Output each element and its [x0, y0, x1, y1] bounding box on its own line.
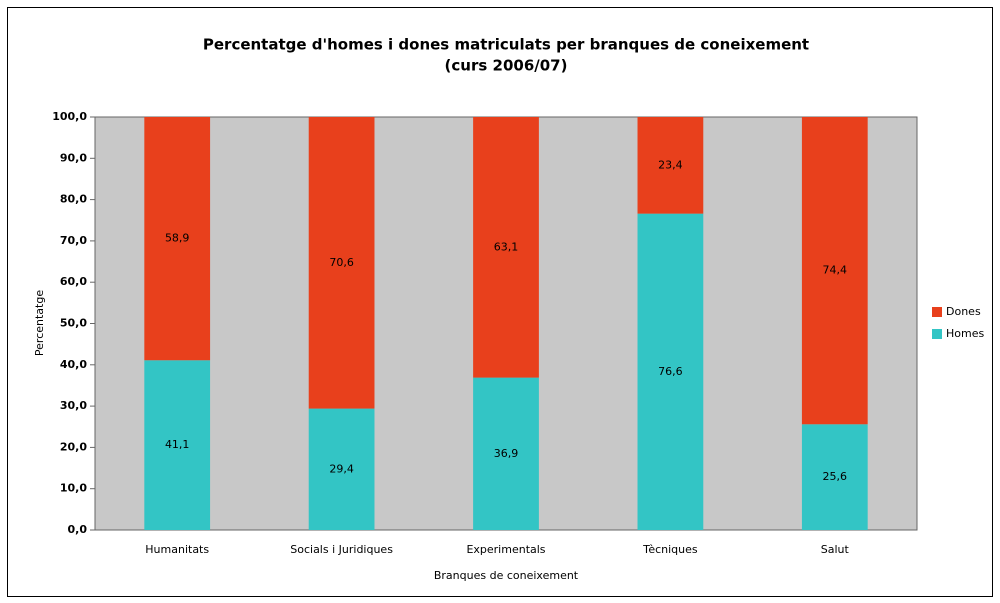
chart-subtitle: (curs 2006/07): [445, 57, 568, 75]
y-tick-label: 100,0: [52, 110, 87, 123]
bar-segment: [144, 360, 211, 530]
legend-label: Homes: [946, 327, 984, 340]
data-label: 63,1: [494, 240, 519, 253]
y-tick-label: 80,0: [60, 193, 87, 206]
y-axis-label: Percentatge: [33, 290, 46, 356]
chart-title: Percentatge d'homes i dones matriculats …: [203, 36, 809, 54]
x-tick-label: Tècniques: [642, 543, 698, 556]
bar-segment: [473, 117, 539, 378]
data-label: 36,9: [494, 447, 519, 460]
x-axis-label: Branques de coneixement: [434, 569, 579, 582]
y-tick-label: 70,0: [60, 234, 87, 247]
bar-segment: [801, 424, 868, 530]
bar-segment: [637, 213, 704, 530]
bar-segment: [308, 117, 375, 409]
x-tick-label: Humanitats: [145, 543, 209, 556]
x-tick-label: Salut: [821, 543, 850, 556]
y-tick-label: 90,0: [60, 151, 87, 164]
y-tick-label: 60,0: [60, 275, 87, 288]
data-label: 25,6: [823, 470, 848, 483]
legend-swatch: [932, 329, 942, 339]
y-tick-label: 30,0: [60, 399, 87, 412]
bar-segment: [637, 117, 704, 214]
bar-segment: [308, 408, 375, 530]
data-label: 23,4: [658, 158, 683, 171]
x-tick-label: Socials i Juridiques: [290, 543, 393, 556]
data-label: 70,6: [329, 256, 354, 269]
y-tick-label: 10,0: [60, 482, 87, 495]
data-label: 29,4: [329, 462, 354, 475]
bar-segment: [144, 117, 211, 361]
bar-segment: [801, 117, 868, 425]
data-label: 74,4: [823, 264, 848, 277]
legend-label: Dones: [946, 305, 981, 318]
data-label: 41,1: [165, 438, 190, 451]
y-tick-label: 20,0: [60, 440, 87, 453]
legend-swatch: [932, 307, 942, 317]
y-tick-label: 40,0: [60, 358, 87, 371]
y-tick-label: 50,0: [60, 317, 87, 330]
bar-segment: [473, 377, 539, 530]
x-tick-label: Experimentals: [466, 543, 545, 556]
data-label: 58,9: [165, 232, 190, 245]
data-label: 76,6: [658, 365, 683, 378]
y-tick-label: 0,0: [68, 523, 88, 536]
